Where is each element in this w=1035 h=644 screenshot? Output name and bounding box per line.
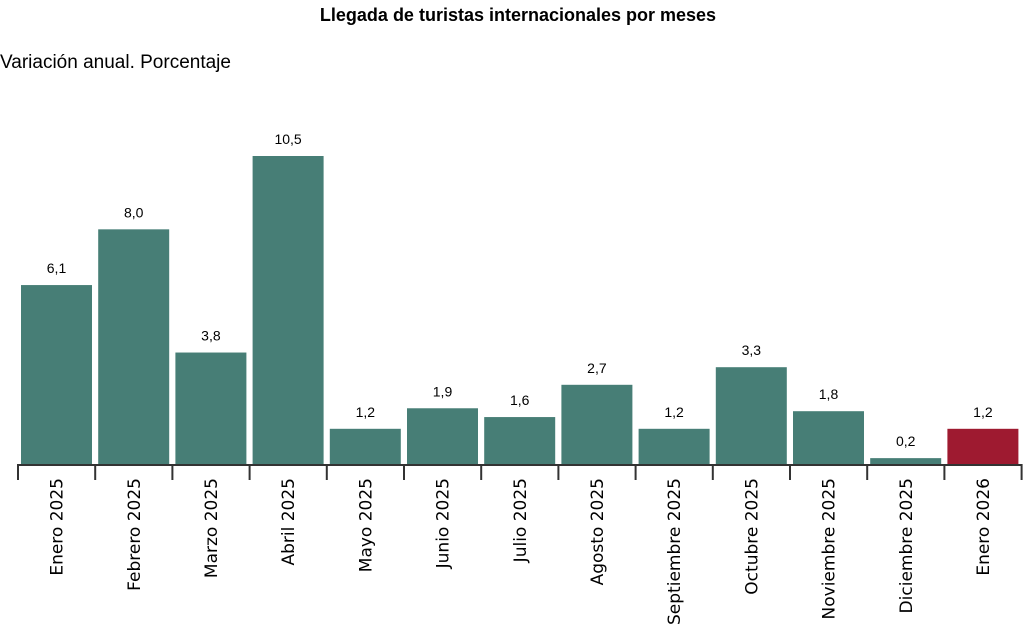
x-tick-label: Junio 2025 [434, 478, 454, 569]
bar [484, 417, 556, 464]
x-tick-label: Enero 2025 [48, 478, 68, 576]
data-label: 0,2 [896, 433, 916, 449]
bar [252, 156, 324, 464]
bar [175, 352, 247, 464]
chart-subtitle: Variación anual. Porcentaje [0, 52, 231, 73]
bar [561, 384, 633, 464]
bar [98, 229, 170, 464]
bar [638, 428, 710, 464]
x-tick-label: Enero 2026 [974, 478, 994, 576]
bar [21, 285, 92, 464]
x-tick-label: Julio 2025 [511, 478, 531, 563]
data-label: 2,7 [587, 360, 607, 376]
x-tick-label: Marzo 2025 [202, 478, 222, 578]
data-label: 3,3 [742, 342, 762, 358]
x-tick-label: Septiembre 2025 [665, 478, 685, 625]
x-tick-label: Agosto 2025 [588, 478, 608, 585]
bar [715, 367, 787, 464]
data-label: 1,2 [973, 404, 993, 420]
data-label: 3,8 [201, 328, 221, 344]
data-label: 8,0 [124, 204, 144, 220]
bar [870, 458, 942, 464]
data-label: 10,5 [274, 131, 301, 147]
bar [793, 411, 864, 464]
bar [329, 428, 401, 464]
x-tick-label: Noviembre 2025 [820, 478, 840, 619]
data-label: 1,2 [356, 404, 376, 420]
data-label: 1,8 [819, 386, 839, 402]
bar [407, 408, 478, 464]
data-label: 1,6 [510, 392, 530, 408]
data-label: 1,9 [433, 383, 453, 399]
bar [947, 428, 1019, 464]
data-label: 1,2 [664, 404, 684, 420]
x-tick-label: Octubre 2025 [742, 478, 762, 595]
x-tick-label: Mayo 2025 [356, 478, 376, 572]
x-tick-label: Diciembre 2025 [897, 478, 917, 613]
x-tick-label: Abril 2025 [279, 478, 299, 566]
x-tick-label: Febrero 2025 [125, 478, 145, 591]
chart-title: Llegada de turistas internacionales por … [320, 5, 716, 25]
data-label: 6,1 [47, 260, 67, 276]
